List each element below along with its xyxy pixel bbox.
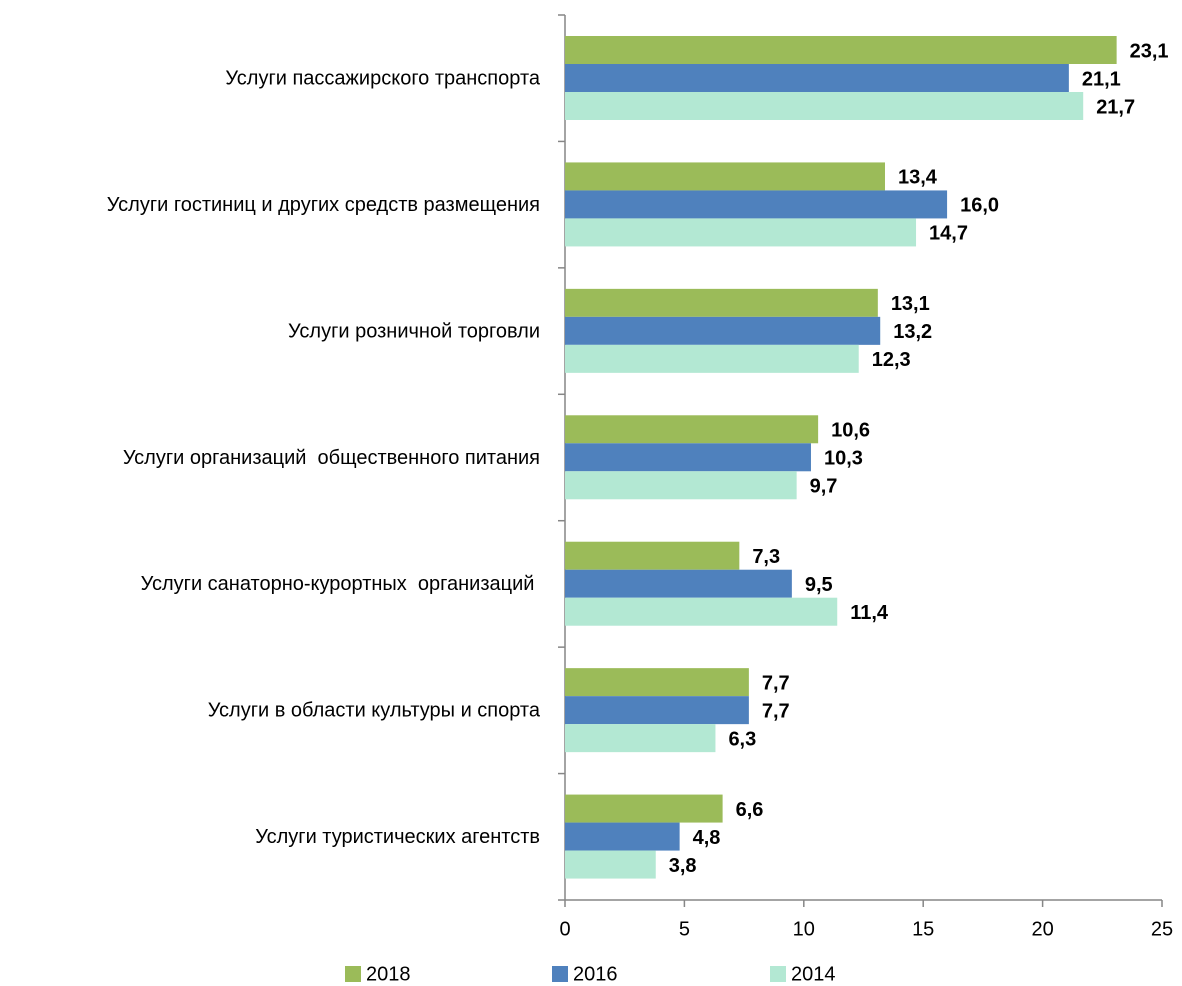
bar: [565, 569, 792, 598]
data-label: 21,7: [1096, 96, 1135, 118]
data-label: 9,5: [805, 574, 833, 596]
data-label: 7,7: [762, 672, 790, 694]
category-label: Услуги санаторно-курортных организаций: [141, 573, 540, 595]
bar: [565, 162, 885, 191]
bar: [565, 36, 1117, 64]
bar: [565, 344, 859, 373]
bar: [565, 668, 749, 697]
bar: [565, 794, 723, 823]
bar: [565, 415, 819, 444]
category-label: Услуги розничной торговли: [288, 320, 540, 342]
data-label: 14,7: [929, 223, 968, 245]
x-tick-label: 20: [1031, 918, 1053, 940]
bar: [565, 92, 1084, 120]
data-label: 4,8: [693, 827, 721, 849]
bar: [565, 696, 749, 725]
bar: [565, 316, 881, 345]
bar: [565, 541, 740, 570]
bar: [565, 724, 716, 753]
x-tick-label: 10: [793, 918, 815, 940]
x-tick-label: 15: [912, 918, 934, 940]
data-label: 3,8: [669, 855, 697, 877]
x-tick-label: 5: [679, 918, 690, 940]
data-label: 10,6: [831, 420, 870, 442]
bar: [565, 64, 1069, 92]
bar: [565, 218, 917, 247]
category-label: Услуги гостиниц и других средств размеще…: [107, 194, 540, 216]
bar: [565, 190, 948, 219]
data-label: 13,4: [898, 167, 938, 189]
legend-swatch: [345, 966, 361, 982]
legend-label: 2014: [791, 963, 836, 985]
data-label: 13,1: [891, 293, 930, 315]
data-label: 12,3: [872, 349, 911, 371]
bar: [565, 597, 838, 626]
data-label: 9,7: [810, 476, 838, 498]
x-tick-label: 0: [559, 918, 570, 940]
data-label: 11,4: [850, 602, 889, 624]
bar: [565, 850, 656, 879]
category-label: Услуги пассажирского транспорта: [225, 67, 540, 89]
data-label: 7,7: [762, 700, 790, 722]
legend-label: 2016: [573, 963, 618, 985]
legend-label: 2018: [366, 963, 411, 985]
x-tick-label: 25: [1151, 918, 1173, 940]
legend-swatch: [770, 966, 786, 982]
data-label: 21,1: [1082, 68, 1121, 90]
data-label: 13,2: [893, 321, 932, 343]
bar: [565, 471, 797, 500]
legend-swatch: [552, 966, 568, 982]
category-label: Услуги в области культуры и спорта: [208, 700, 541, 722]
category-label: Услуги туристических агентств: [255, 826, 540, 848]
data-label: 16,0: [960, 195, 999, 217]
category-label: Услуги организаций общественного питания: [123, 447, 540, 469]
data-label: 23,1: [1130, 40, 1169, 62]
bar: [565, 288, 878, 317]
data-label: 7,3: [752, 546, 780, 568]
bar: [565, 822, 680, 851]
data-label: 6,6: [736, 799, 764, 821]
data-label: 6,3: [728, 728, 756, 750]
data-label: 10,3: [824, 448, 863, 470]
bar: [565, 443, 811, 472]
